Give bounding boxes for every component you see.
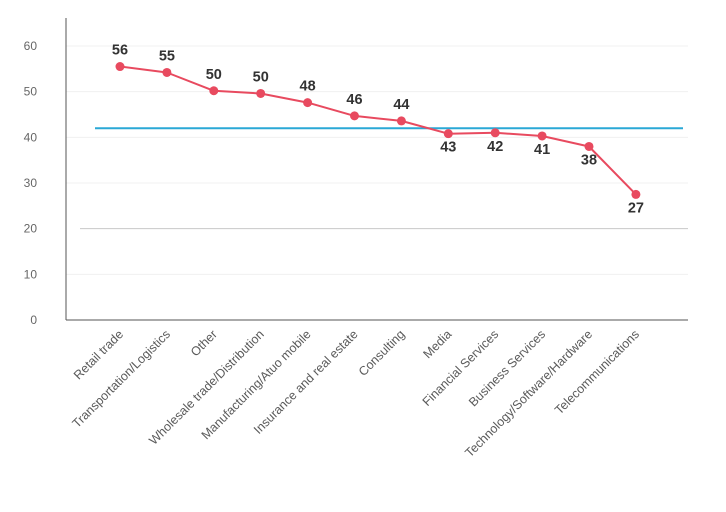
data-label: 56: [112, 43, 128, 59]
data-point: [490, 128, 500, 138]
data-label: 46: [346, 92, 362, 108]
data-label: 50: [253, 69, 269, 85]
data-point: [162, 67, 172, 77]
grid-layer: [66, 45, 688, 275]
category-label: Consulting: [356, 327, 408, 379]
data-point: [209, 86, 219, 96]
data-label: 48: [300, 79, 316, 95]
y-tick-label: 30: [24, 176, 38, 190]
data-point: [443, 129, 453, 139]
data-point: [350, 111, 359, 121]
data-label: 38: [581, 152, 597, 168]
category-label: Other: [188, 327, 220, 359]
category-label: Transportation/Logistics: [70, 327, 173, 430]
series-line: [119, 65, 637, 196]
y-tick-label: 50: [24, 85, 38, 99]
data-point: [631, 189, 641, 199]
y-tick-label: 60: [24, 39, 38, 53]
y-tick-label: 20: [24, 222, 38, 236]
category-label: Media: [420, 327, 454, 361]
data-point: [396, 116, 406, 126]
data-point: [584, 141, 594, 151]
data-label: 43: [440, 140, 456, 156]
series-layer: [115, 62, 641, 199]
data-point: [537, 131, 547, 141]
data-point: [256, 88, 266, 98]
y-tick-label: 10: [24, 267, 38, 281]
category-label: Telecommunications: [552, 327, 642, 417]
data-point: [115, 62, 125, 72]
y-tick-label: 40: [24, 130, 38, 144]
data-point: [303, 98, 313, 108]
data-label: 41: [534, 142, 550, 158]
y-tick-label: 0: [30, 313, 37, 327]
axis-layer: 0 10 20 30 40 50 60: [24, 18, 688, 327]
data-label: 50: [206, 67, 222, 83]
data-label-layer: 56 55 50 50 48 46 44 43 42 41 38 27: [112, 43, 644, 217]
data-label: 42: [487, 139, 503, 155]
data-label: 27: [628, 200, 644, 216]
data-label: 55: [159, 48, 175, 64]
data-label: 44: [393, 97, 409, 113]
